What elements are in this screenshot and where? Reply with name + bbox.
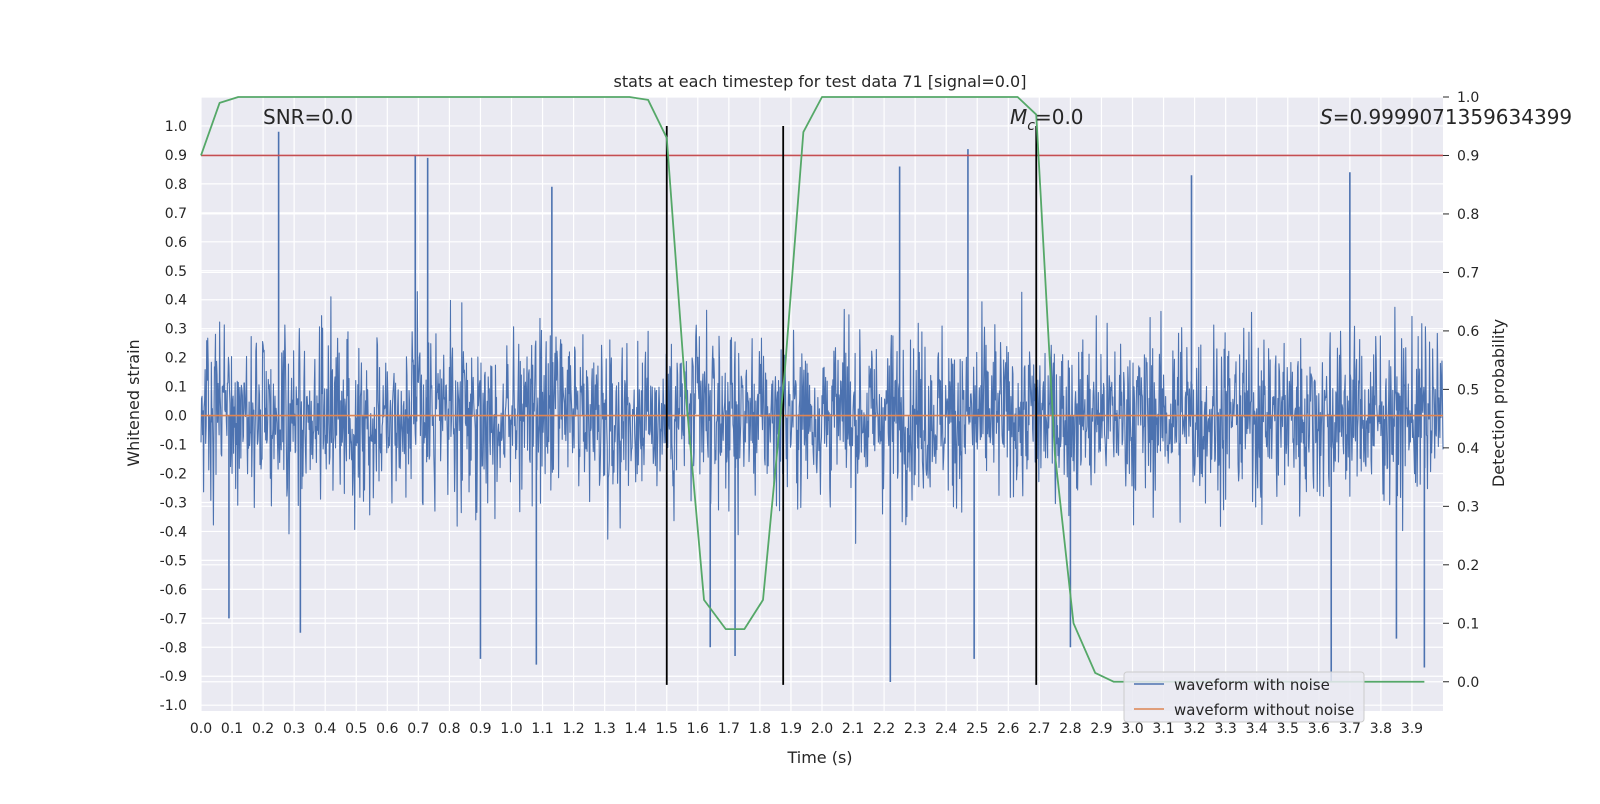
legend-box <box>1123 671 1365 723</box>
y-axis-label-right: Detection probability <box>1489 319 1508 487</box>
chart-title: stats at each timestep for test data 71 … <box>614 72 1027 91</box>
x-tick-label: 0.0 <box>190 721 212 737</box>
y-tick-label-left: 1.0 <box>165 119 187 135</box>
x-tick-label: 0.9 <box>469 721 491 737</box>
x-tick-label: 3.6 <box>1308 721 1330 737</box>
y-tick-label-left: -0.8 <box>160 640 187 656</box>
y-tick-label-left: 0.9 <box>165 148 187 164</box>
x-tick-label: 3.7 <box>1339 721 1361 737</box>
x-tick-label: 1.0 <box>500 721 522 737</box>
y-tick-label-left: 0.6 <box>165 235 187 251</box>
x-tick-label: 0.8 <box>438 721 460 737</box>
mc-annotation: Mc=0.0 <box>1010 105 1084 134</box>
series-layer <box>200 96 1443 685</box>
x-tick-label: 2.8 <box>1059 721 1081 737</box>
y-tick-label-left: 0.3 <box>165 322 187 338</box>
x-tick-label: 3.4 <box>1246 721 1268 737</box>
x-tick-label: 3.8 <box>1370 721 1392 737</box>
x-tick-label: 0.1 <box>221 721 243 737</box>
detection-probability-line <box>200 96 1425 683</box>
y-tick-label-left: 0.5 <box>165 264 187 280</box>
x-tick-label: 1.5 <box>656 721 678 737</box>
y-tick-label-right: 0.9 <box>1457 148 1479 164</box>
y-tick-label-left: -0.7 <box>160 611 187 627</box>
y-tick-label-right: 0.7 <box>1457 265 1479 281</box>
x-tick-label: 2.4 <box>935 721 957 737</box>
x-tick-label: 2.7 <box>1028 721 1050 737</box>
x-tick-label: 3.2 <box>1183 721 1205 737</box>
x-tick-label: 2.9 <box>1090 721 1112 737</box>
x-tick-label: 3.0 <box>1121 721 1143 737</box>
y-tick-label-right: 0.3 <box>1457 499 1479 515</box>
x-tick-label: 1.4 <box>625 721 647 737</box>
x-tick-label: 2.2 <box>873 721 895 737</box>
mc-value: =0.0 <box>1035 105 1084 129</box>
x-tick-label: 2.0 <box>811 721 833 737</box>
x-tick-label: 1.7 <box>718 721 740 737</box>
x-tick-label: 0.5 <box>345 721 367 737</box>
s-symbol: S <box>1320 105 1333 129</box>
s-annotation: S=0.9999071359634399 <box>1320 105 1572 129</box>
x-tick-label: 1.1 <box>531 721 553 737</box>
y-tick-label-left: -0.2 <box>160 467 187 483</box>
y-tick-label-left: -0.4 <box>160 524 187 540</box>
s-value: =0.9999071359634399 <box>1333 105 1572 129</box>
x-tick-label: 3.5 <box>1277 721 1299 737</box>
x-tick-label: 2.3 <box>904 721 926 737</box>
y-tick-label-right: 0.2 <box>1457 558 1479 574</box>
y-tick-label-right: 0.8 <box>1457 207 1479 223</box>
y-tick-label-left: -0.5 <box>160 553 187 569</box>
y-tick-label-right: 0.0 <box>1457 675 1479 691</box>
legend-label-noise: waveform with noise <box>1174 676 1330 694</box>
y-tick-label-left: -1.0 <box>160 698 187 714</box>
x-tick-label: 0.4 <box>314 721 336 737</box>
x-tick-label: 0.7 <box>407 721 429 737</box>
x-tick-label: 3.9 <box>1401 721 1423 737</box>
x-tick-label: 2.5 <box>966 721 988 737</box>
snr-annotation: SNR=0.0 <box>263 105 353 129</box>
mc-subscript: c <box>1027 118 1035 134</box>
y-tick-label-right: 0.1 <box>1457 616 1479 632</box>
x-tick-label: 1.2 <box>562 721 584 737</box>
x-tick-label: 2.1 <box>842 721 864 737</box>
x-tick-label: 3.1 <box>1152 721 1174 737</box>
x-tick-label: 3.3 <box>1215 721 1237 737</box>
y-tick-label-right: 0.6 <box>1457 324 1479 340</box>
y-tick-label-left: 0.4 <box>165 293 187 309</box>
legend-label-clean: waveform without noise <box>1174 701 1354 719</box>
x-axis-label: Time (s) <box>786 748 852 767</box>
y-tick-label-left: -0.3 <box>160 495 187 511</box>
y-tick-label-left: -0.9 <box>160 669 187 685</box>
y-tick-label-left: -0.6 <box>160 582 187 598</box>
noise-line <box>200 291 1444 544</box>
legend: waveform with noise waveform without noi… <box>1123 671 1365 723</box>
mc-symbol: M <box>1010 105 1027 129</box>
y-tick-label-left: 0.2 <box>165 351 187 367</box>
y-tick-label-right: 0.4 <box>1457 441 1479 457</box>
y-tick-label-left: 0.0 <box>165 409 187 425</box>
x-tick-label: 1.8 <box>749 721 771 737</box>
x-tick-label: 1.9 <box>780 721 802 737</box>
tick-labels: 0.0 0.1 0.2 0.3 0.4 0.5 0.6 0.7 0.8 0.9 1.0 1.1 1.2 1… <box>160 90 1480 737</box>
x-tick-label: 2.6 <box>997 721 1019 737</box>
y-tick-label-left: 0.8 <box>165 177 187 193</box>
y-tick-label-left: 0.7 <box>165 206 187 222</box>
x-tick-label: 1.3 <box>594 721 616 737</box>
y-tick-label-left: 0.1 <box>165 380 187 396</box>
y-tick-label-right: 1.0 <box>1457 90 1479 106</box>
x-tick-label: 1.6 <box>687 721 709 737</box>
x-tick-label: 0.6 <box>376 721 398 737</box>
y-tick-label-left: -0.1 <box>160 438 187 454</box>
x-tick-label: 0.3 <box>283 721 305 737</box>
y-axis-label-left: Whitened strain <box>124 339 143 466</box>
x-tick-label: 0.2 <box>252 721 274 737</box>
y-tick-label-right: 0.5 <box>1457 382 1479 398</box>
